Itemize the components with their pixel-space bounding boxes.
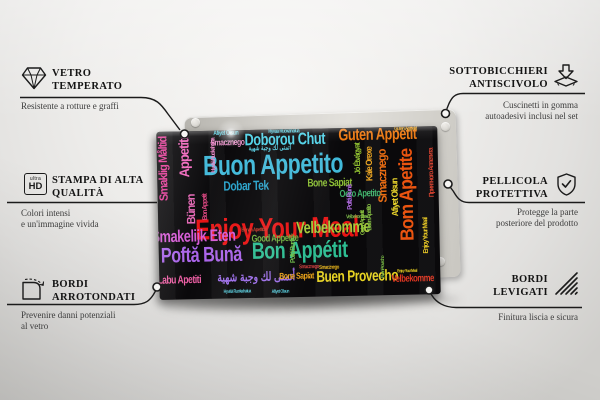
wordcloud-word: Приятного Аппетита — [427, 148, 436, 198]
callout-desc-bordi-arrotondati: Prevenire danni potenziali al vetro — [21, 310, 115, 331]
title-line: VETRO — [52, 68, 92, 79]
wordcloud-word: Poftă Bună — [160, 242, 243, 269]
wordcloud-word: Enjoy Your Meal — [422, 217, 430, 254]
desc-line: al vetro — [21, 320, 49, 331]
rubber-pad — [441, 122, 450, 131]
callout-title-pellicola: PELLICOLA PROTETTIVA — [476, 175, 548, 201]
callout-desc-vetro: Resistente a rotture e graffi — [21, 101, 119, 112]
desc-line: autoadesivi inclusi nel set — [485, 110, 578, 121]
callout-desc-sottobicchieri: Cuscinetti in gomma autoadesivi inclusi … — [485, 100, 578, 121]
wordcloud-word: Hyvää Ruokahalua — [223, 287, 251, 295]
wordcloud-word: Smaklig Måltid — [156, 136, 171, 202]
callout-title-sottobicchieri: SOTTOBICCHIERI ANTISCIVOLO — [449, 65, 548, 91]
wordcloud-word: Buen Provecho — [379, 256, 387, 279]
desc-line: Colori intensi — [21, 208, 71, 218]
title-line: SOTTOBICCHIERI — [449, 66, 548, 77]
callout-title-stampa: STAMPA DI ALTA QUALITÀ — [52, 174, 144, 200]
desc-line: Resistente a rotture e graffi — [21, 101, 119, 111]
wordcloud-word: Buen Apetito — [365, 204, 374, 231]
rounded-corner-icon — [20, 277, 47, 307]
title-line: BORDI — [52, 279, 89, 290]
title-line: BORDI — [511, 274, 548, 285]
desc-line: posteriore del prodotto — [496, 217, 578, 228]
title-line: ARROTONDATI — [52, 292, 136, 303]
callout-desc-stampa: Colori intensi e un'immagine vivida — [21, 208, 99, 229]
title-line: QUALITÀ — [52, 188, 104, 199]
non-slip-pad-icon — [553, 63, 579, 94]
wordcloud-word: Buon Appetito — [202, 147, 344, 182]
wordcloud-word: Bom Apetite — [395, 148, 419, 242]
glass-board-wordcloud: Afiyet Olsun Smacznego Hyvää Ruokahalua Dob… — [156, 126, 441, 300]
callout-title-bordi-arrotondati: BORDI ARROTONDATI — [52, 278, 135, 304]
wordcloud-word: Afiyet Olsun — [271, 288, 290, 295]
wordcloud-word: Velbekomme — [391, 272, 435, 285]
desc-line: Prevenire danni potenziali — [21, 310, 116, 320]
ultra-hd-icon: ultra HD — [24, 173, 47, 195]
wordcloud-word: Hyvää Ruokahalua — [210, 138, 218, 173]
title-line: STAMPA DI ALTA — [52, 175, 144, 186]
desc-line: Cuscinetti in gomma — [503, 100, 578, 110]
wordcloud-word: Guten Appetit — [394, 126, 417, 133]
wordcloud-word: Enjoy Your Meal — [397, 267, 418, 274]
wordcloud-word: Appetite — [175, 133, 193, 178]
smooth-edge-hatch-icon — [554, 271, 579, 302]
title-line: ANTISCIVOLO — [469, 79, 548, 90]
callout-title-vetro: VETRO TEMPERATO — [52, 67, 122, 93]
wordcloud-word: Kale Orexe — [363, 146, 375, 182]
wordcloud-word: Jó Étvágyat — [352, 143, 363, 175]
title-line: PROTETTIVA — [475, 189, 548, 200]
wordcloud-word: Poftă Bună — [346, 184, 354, 210]
wordcloud-word: Bünen — [183, 194, 199, 225]
wordcloud-word: Guten Appetit — [359, 210, 367, 236]
wordcloud-word: Bone Sapiat — [279, 270, 315, 282]
wordcloud-word: Dobar Tek — [223, 177, 269, 195]
ultra-label: ultra — [29, 176, 42, 182]
wordcloud-word: Labu Apetiti — [157, 273, 202, 288]
desc-line: Finitura liscia e sicura — [498, 312, 578, 322]
callout-title-bordi-levigati: BORDI LEVIGATI — [493, 273, 548, 299]
wordcloud-word: Velbekomme — [296, 217, 371, 238]
shield-check-icon — [554, 172, 579, 203]
callout-desc-bordi-levigati: Finitura liscia e sicura — [498, 312, 578, 323]
wordcloud-word: Smacznego — [374, 149, 390, 203]
wordcloud-word: Poftă Bună — [289, 238, 298, 264]
callout-desc-pellicola: Protegge la parte posteriore del prodott… — [496, 207, 578, 228]
title-line: PELLICOLA — [482, 176, 548, 187]
diamond-icon — [21, 66, 47, 96]
rubber-pad — [436, 257, 445, 266]
wordcloud-word: Bon Appetit — [201, 194, 210, 221]
title-line: LEVIGATI — [493, 287, 548, 298]
desc-line: e un'immagine vivida — [21, 218, 99, 229]
hd-label: HD — [28, 181, 43, 192]
rubber-pad — [191, 118, 200, 127]
title-line: TEMPERATO — [52, 81, 123, 92]
wordcloud-word: Bon Appétit — [251, 236, 348, 265]
desc-line: Protegge la parte — [517, 207, 578, 217]
